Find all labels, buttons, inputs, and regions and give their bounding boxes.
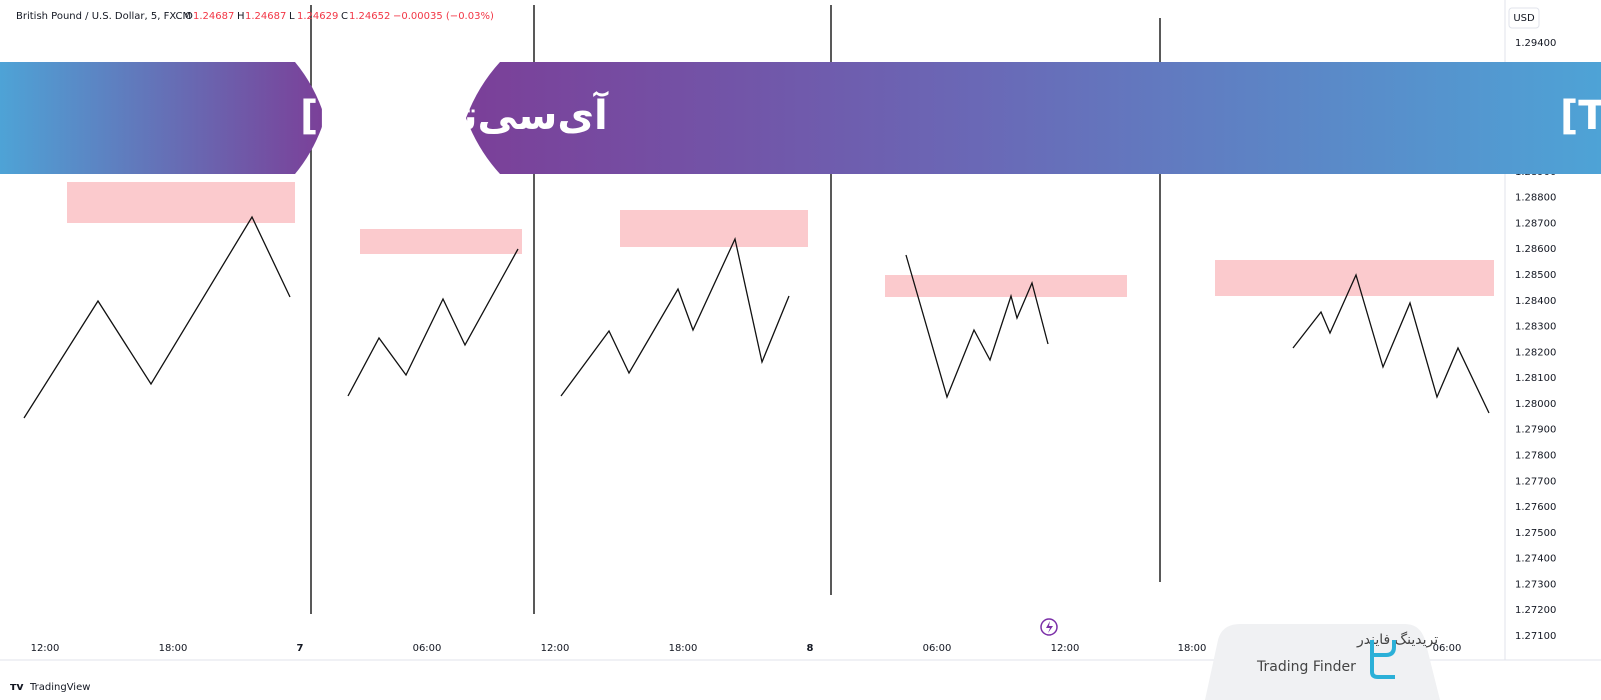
price-label: 1.29400 — [1515, 38, 1556, 49]
time-label: 18:00 — [1178, 643, 1207, 654]
symbol: British Pound / U.S. Dollar, 5, FXCM — [16, 11, 191, 22]
zigzag — [1292, 273, 1490, 414]
zone — [67, 182, 295, 223]
platform: TradingView — [29, 682, 90, 693]
price-label: 1.27300 — [1515, 579, 1556, 590]
ohlc-value: 1.24687 — [193, 11, 234, 22]
price-label: 1.27200 — [1515, 605, 1556, 616]
time-label: 7 — [297, 643, 304, 654]
time-label: 18:00 — [159, 643, 188, 654]
price-label: 1.28500 — [1515, 270, 1556, 281]
zigzag — [905, 254, 1049, 399]
time-label: 12:00 — [31, 643, 60, 654]
time-label: 06:00 — [923, 643, 952, 654]
time-label: 8 — [807, 643, 814, 654]
price-label: 1.27100 — [1515, 631, 1556, 642]
banner-title: راهنمای تحلیل بالا به پایین [Top-Down An… — [1560, 93, 1601, 139]
title-banner — [466, 62, 1601, 174]
zones — [67, 182, 1494, 297]
price-label: 1.28800 — [1515, 193, 1556, 204]
ohlc-key: O — [185, 11, 193, 22]
logo-fa: تریدینگ فایندر — [1356, 631, 1438, 648]
price-label: 1.27400 — [1515, 554, 1556, 565]
price-label: 1.28600 — [1515, 244, 1556, 255]
event-icon[interactable] — [1040, 618, 1058, 636]
ohlc-key: C — [341, 11, 348, 22]
tag-banner — [0, 62, 325, 174]
tv-icon: ᴛᴠ — [10, 680, 24, 693]
ohlc-value: 1.24687 — [245, 11, 286, 22]
zone — [885, 275, 1127, 297]
ohlc-value: 1.24652 — [349, 11, 390, 22]
price-label: 1.27700 — [1515, 476, 1556, 487]
ohlc-key: L — [289, 11, 295, 22]
zone — [620, 210, 808, 247]
price-label: 1.27900 — [1515, 425, 1556, 436]
ohlc-key: H — [237, 11, 245, 22]
time-label: 18:00 — [669, 643, 698, 654]
banner-tag: آی‌سی‌تی [ICT] — [300, 90, 609, 139]
price-label: 1.27800 — [1515, 450, 1556, 461]
logo-en: Trading Finder — [1256, 659, 1356, 675]
price-label: 1.27500 — [1515, 528, 1556, 539]
price-label: 1.28000 — [1515, 399, 1556, 410]
price-label: 1.28100 — [1515, 373, 1556, 384]
price-label: 1.28200 — [1515, 347, 1556, 358]
zigzag — [347, 248, 519, 397]
currency-box[interactable] — [1508, 7, 1540, 29]
change: −0.00035 (−0.03%) — [393, 11, 494, 22]
logo-mark — [1370, 640, 1396, 679]
time-label: 06:00 — [413, 643, 442, 654]
zone — [360, 229, 522, 254]
price-label: 1.27600 — [1515, 502, 1556, 513]
time-label: 06:00 — [1433, 643, 1462, 654]
time-label: 12:00 — [1051, 643, 1080, 654]
logo-panel — [1205, 624, 1440, 700]
zigzags — [23, 215, 1490, 419]
event-icon-bolt — [1046, 621, 1053, 633]
zigzag — [560, 236, 790, 397]
time-label: 12:00 — [541, 643, 570, 654]
currency: USD — [1513, 13, 1535, 24]
price-label: 1.28700 — [1515, 218, 1556, 229]
zigzag — [23, 215, 291, 419]
price-label: 1.28400 — [1515, 296, 1556, 307]
ohlc-value: 1.24629 — [297, 11, 338, 22]
price-label: 1.28300 — [1515, 322, 1556, 333]
